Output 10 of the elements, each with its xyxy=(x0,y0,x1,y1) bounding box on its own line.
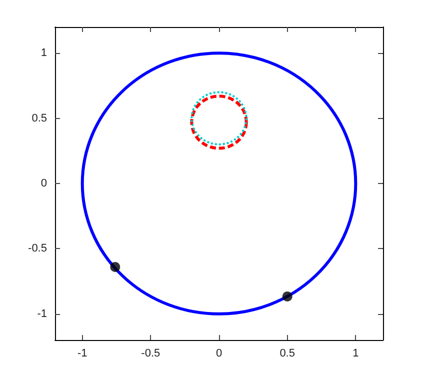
x-tick-label: 1 xyxy=(352,348,359,360)
x-tick-label: 0 xyxy=(216,348,222,360)
y-tick-label: 0 xyxy=(40,178,47,190)
x-tick-label: 0.5 xyxy=(280,348,295,360)
y-tick-label: 1 xyxy=(40,47,47,60)
x-tick-label: -0.5 xyxy=(141,348,160,360)
x-tick-label: -1 xyxy=(77,348,88,360)
y-tick-label: -1 xyxy=(37,308,47,320)
y-tick-label: -0.5 xyxy=(28,242,47,255)
y-tick-label: 0.5 xyxy=(32,112,47,124)
